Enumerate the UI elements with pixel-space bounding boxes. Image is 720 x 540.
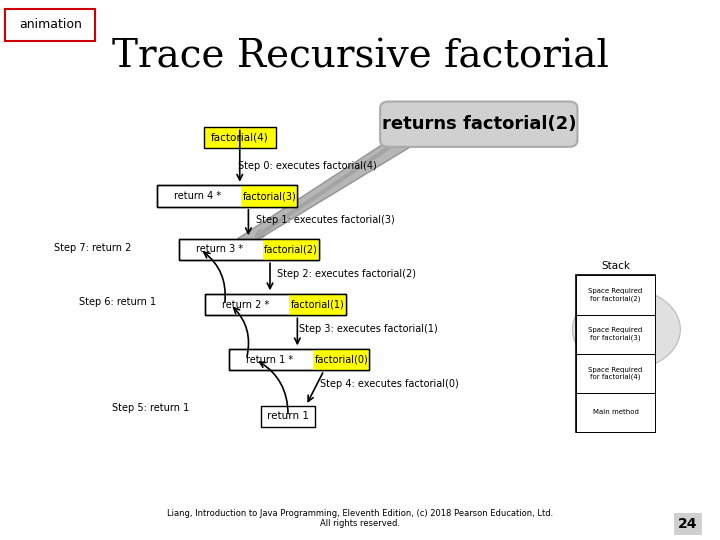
FancyBboxPatch shape (576, 275, 655, 314)
Text: animation: animation (19, 18, 82, 31)
Text: return 2 *: return 2 * (222, 300, 272, 309)
FancyBboxPatch shape (205, 294, 346, 315)
Text: Step 7: return 2: Step 7: return 2 (54, 244, 131, 253)
FancyBboxPatch shape (261, 406, 315, 427)
FancyBboxPatch shape (241, 185, 297, 207)
Text: Step 3: executes factorial(1): Step 3: executes factorial(1) (299, 325, 438, 334)
Text: Trace Recursive factorial: Trace Recursive factorial (112, 38, 608, 75)
Text: factorial(3): factorial(3) (243, 191, 296, 201)
FancyBboxPatch shape (5, 9, 95, 40)
Text: 24: 24 (678, 517, 698, 531)
Text: return 1 *: return 1 * (246, 355, 296, 365)
FancyBboxPatch shape (263, 239, 319, 260)
Text: returns factorial(2): returns factorial(2) (382, 115, 576, 133)
FancyBboxPatch shape (229, 349, 369, 370)
FancyBboxPatch shape (204, 127, 276, 148)
Text: factorial(2): factorial(2) (264, 245, 318, 254)
FancyBboxPatch shape (576, 275, 655, 432)
Text: factorial(4): factorial(4) (211, 133, 269, 143)
Text: factorial(0): factorial(0) (315, 355, 368, 365)
Text: Step 0: executes factorial(4): Step 0: executes factorial(4) (238, 161, 377, 171)
Text: Liang, Introduction to Java Programming, Eleventh Edition, (c) 2018 Pearson Educ: Liang, Introduction to Java Programming,… (167, 509, 553, 528)
Text: Stack: Stack (601, 261, 630, 271)
Text: Step 2: executes factorial(2): Step 2: executes factorial(2) (277, 269, 416, 279)
FancyBboxPatch shape (576, 354, 655, 393)
FancyBboxPatch shape (576, 393, 655, 432)
Circle shape (572, 289, 680, 370)
Text: Space Required
for factorial(2): Space Required for factorial(2) (588, 288, 643, 302)
Text: Space Required
for factorial(4): Space Required for factorial(4) (588, 367, 643, 380)
Text: Step 4: executes factorial(0): Step 4: executes factorial(0) (320, 380, 459, 389)
Text: Space Required
for factorial(3): Space Required for factorial(3) (588, 327, 643, 341)
FancyBboxPatch shape (576, 314, 655, 354)
Text: Step 5: return 1: Step 5: return 1 (112, 403, 189, 413)
FancyBboxPatch shape (179, 239, 319, 260)
Text: return 3 *: return 3 * (196, 245, 246, 254)
FancyBboxPatch shape (380, 102, 577, 147)
Text: return 4 *: return 4 * (174, 191, 224, 201)
Text: factorial(1): factorial(1) (291, 300, 344, 309)
Text: Step 1: executes factorial(3): Step 1: executes factorial(3) (256, 215, 395, 225)
FancyBboxPatch shape (157, 185, 297, 207)
Polygon shape (238, 140, 410, 244)
FancyBboxPatch shape (313, 349, 369, 370)
FancyBboxPatch shape (289, 294, 346, 315)
Text: Main method: Main method (593, 409, 639, 415)
Text: return 1: return 1 (267, 411, 310, 421)
Text: Step 6: return 1: Step 6: return 1 (79, 298, 156, 307)
